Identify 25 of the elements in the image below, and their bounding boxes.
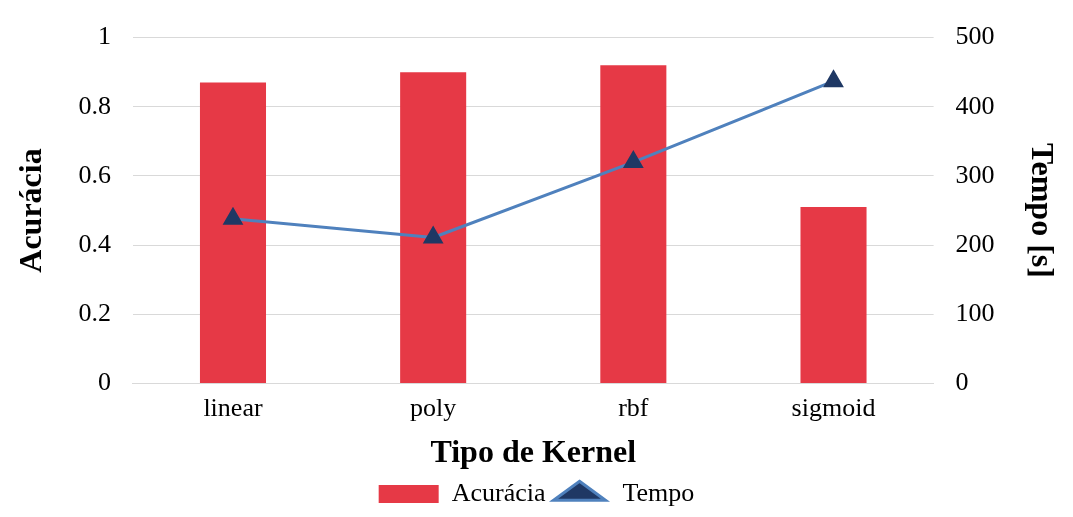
x-tick-label: rbf bbox=[618, 392, 649, 422]
y2-tick-label: 400 bbox=[955, 90, 995, 120]
y2-axis-title: Tempo [s] bbox=[1024, 143, 1061, 278]
y-tick-label: 0.4 bbox=[78, 228, 111, 258]
bar bbox=[600, 65, 667, 383]
x-tick-label: linear bbox=[203, 392, 263, 422]
y2-tick-label: 500 bbox=[955, 21, 995, 51]
y-tick-label: 0 bbox=[97, 367, 111, 397]
y2-tick-label: 300 bbox=[955, 159, 995, 189]
y-tick-label: 0.8 bbox=[78, 90, 111, 120]
y2-tick-label: 100 bbox=[955, 298, 995, 328]
bar bbox=[800, 207, 867, 383]
x-tick-label: sigmoid bbox=[791, 392, 876, 422]
x-axis-title: Tipo de Kernel bbox=[430, 433, 637, 470]
y2-tick-label: 200 bbox=[955, 228, 995, 258]
x-tick-label: poly bbox=[410, 392, 457, 422]
y-tick-label: 0.2 bbox=[78, 298, 111, 328]
bar bbox=[199, 82, 267, 383]
y-axis-title: Acurácia bbox=[12, 148, 49, 273]
y2-tick-label: 0 bbox=[955, 367, 969, 397]
y-tick-label: 0.6 bbox=[78, 159, 111, 189]
bar bbox=[400, 72, 467, 383]
legend-label: Acurácia bbox=[451, 477, 546, 507]
y-tick-label: 1 bbox=[97, 21, 111, 51]
legend-label: Tempo bbox=[622, 477, 695, 507]
